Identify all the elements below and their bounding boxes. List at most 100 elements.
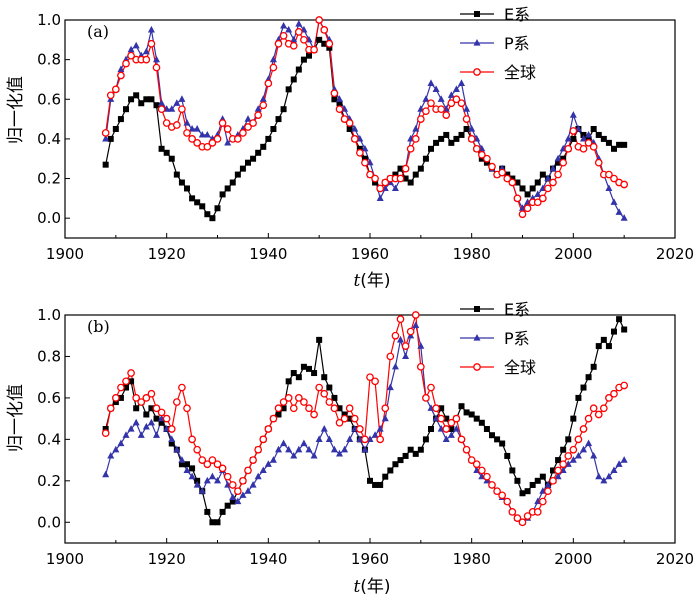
- data-point: [555, 457, 562, 464]
- data-point: [620, 381, 629, 390]
- data-point: [452, 425, 460, 432]
- data-point: [295, 66, 302, 73]
- data-point: [270, 126, 277, 132]
- data-point: [204, 211, 211, 218]
- data-point: [234, 497, 242, 505]
- data-point: [524, 488, 531, 495]
- data-point: [346, 126, 353, 132]
- data-point: [310, 451, 318, 459]
- data-point: [478, 419, 485, 426]
- data-point: [402, 175, 409, 182]
- data-point: [244, 123, 252, 131]
- legend-label: 全球: [504, 63, 536, 82]
- data-point: [397, 457, 404, 464]
- data-point: [346, 415, 353, 422]
- data-point: [178, 105, 186, 114]
- data-point: [616, 316, 623, 323]
- data-point: [341, 411, 348, 418]
- data-point: [549, 178, 557, 187]
- y-tick-label: 0.4: [37, 430, 61, 448]
- data-point: [208, 472, 216, 480]
- data-point: [158, 145, 165, 152]
- data-point: [157, 408, 166, 417]
- data-point: [514, 179, 521, 186]
- data-point: [615, 208, 623, 215]
- data-point: [300, 35, 308, 44]
- legend-marker: [473, 363, 481, 371]
- data-point: [590, 363, 597, 370]
- data-point: [148, 96, 155, 103]
- data-point: [153, 102, 160, 109]
- data-point: [188, 435, 196, 444]
- data-point: [432, 85, 440, 92]
- data-point: [199, 203, 206, 210]
- data-point: [128, 378, 135, 385]
- data-point: [330, 445, 338, 453]
- data-point: [127, 425, 135, 432]
- data-point: [533, 508, 542, 516]
- data-point: [310, 410, 318, 419]
- data-point: [585, 439, 593, 447]
- data-point: [274, 39, 283, 48]
- data-point: [452, 95, 461, 104]
- data-point: [564, 134, 572, 142]
- data-point: [600, 476, 608, 484]
- data-point: [178, 95, 186, 102]
- data-point: [203, 460, 212, 469]
- y-tick-label: 0.2: [37, 472, 61, 490]
- data-point: [392, 171, 399, 178]
- data-point: [168, 155, 175, 162]
- legend-marker: [474, 11, 480, 17]
- data-point: [275, 445, 282, 453]
- data-point: [213, 460, 222, 469]
- data-point: [137, 431, 145, 438]
- data-point: [167, 425, 176, 433]
- data-point: [295, 374, 302, 381]
- data-point: [412, 125, 420, 132]
- data-point: [560, 155, 567, 162]
- data-point: [554, 154, 562, 162]
- data-point: [478, 155, 485, 162]
- data-point: [523, 512, 532, 520]
- data-point: [183, 119, 191, 126]
- data-point: [513, 514, 522, 522]
- data-point: [569, 456, 577, 463]
- data-point: [101, 429, 110, 437]
- data-point: [605, 139, 612, 146]
- data-point: [295, 19, 303, 27]
- data-point: [280, 405, 287, 412]
- data-point: [489, 432, 495, 439]
- data-point: [223, 472, 232, 481]
- data-point: [321, 374, 328, 381]
- data-point: [340, 414, 349, 423]
- data-point: [346, 435, 354, 442]
- data-point: [133, 405, 140, 412]
- data-point: [188, 125, 196, 132]
- data-point: [147, 418, 155, 426]
- data-point: [188, 472, 196, 480]
- data-point: [498, 168, 507, 177]
- data-point: [427, 383, 435, 392]
- data-point: [575, 394, 582, 401]
- data-point: [523, 204, 532, 213]
- data-point: [483, 159, 490, 166]
- data-point: [503, 174, 512, 183]
- data-point: [433, 139, 440, 146]
- data-point: [153, 55, 160, 63]
- panel-tag-a: (a): [87, 22, 109, 41]
- data-point: [381, 404, 390, 413]
- data-point: [382, 473, 389, 480]
- data-point: [102, 426, 109, 432]
- data-point: [437, 414, 446, 423]
- data-point: [178, 456, 186, 463]
- data-point: [228, 481, 237, 489]
- data-point: [560, 446, 567, 453]
- data-point: [610, 198, 618, 205]
- data-point: [158, 99, 166, 106]
- data-point: [289, 404, 298, 413]
- data-point: [519, 185, 526, 192]
- data-point: [219, 191, 226, 198]
- data-point: [437, 105, 446, 114]
- data-point: [289, 41, 298, 50]
- data-point: [376, 425, 384, 432]
